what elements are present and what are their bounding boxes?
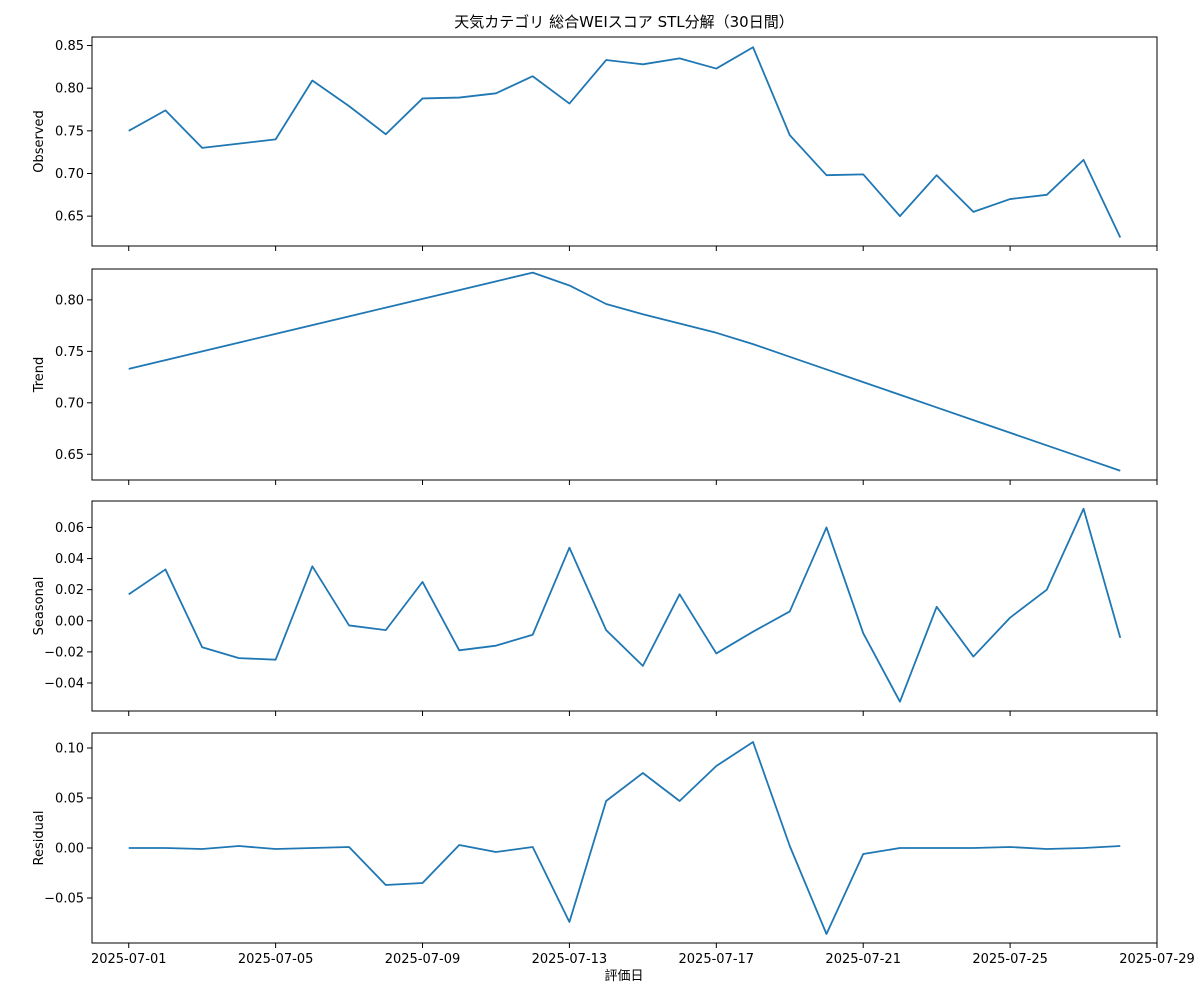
y-tick-label: 0.85 (55, 39, 84, 54)
panel-residual: −0.05 0.00 0.05 0.10 2025-07-01 2025-07-05 202… (32, 732, 1195, 967)
y-tick-label: 0.06 (55, 521, 84, 536)
x-tick-label: 2025-07-29 (1119, 952, 1195, 967)
x-tick-label: 2025-07-21 (825, 952, 901, 967)
series-line-trend (128, 271, 1121, 472)
x-tick-label: 2025-07-17 (679, 952, 755, 967)
x-axis-label: 評価日 (604, 969, 643, 984)
y-axis-label: Trend (32, 357, 47, 394)
y-tick-label: 0.10 (55, 742, 84, 757)
x-tick-label: 2025-07-09 (385, 952, 461, 967)
panel-trend: 0.65 0.70 0.75 0.80 Trend (32, 268, 1158, 485)
y-tick-label: 0.75 (55, 345, 84, 360)
chart-title: 天気カテゴリ 総合WEIスコア STL分解（30日間） (454, 13, 793, 31)
y-tick-label: −0.04 (44, 677, 84, 692)
series-line-residual (128, 741, 1121, 935)
series-line-observed (128, 46, 1122, 238)
y-tick-label: −0.02 (44, 645, 84, 660)
y-tick-label: 0.65 (55, 210, 84, 225)
axes-frame (91, 500, 1158, 712)
panel-seasonal: −0.04 −0.02 0.00 0.02 0.04 0.06 Seasonal (32, 500, 1158, 716)
y-tick-label: 0.70 (55, 396, 84, 411)
x-tick-label: 2025-07-01 (91, 952, 167, 967)
axes-frame (91, 36, 1158, 247)
panels-group: 0.65 0.70 0.75 0.80 0.85 Observed 0.65 0.70 0.75… (32, 36, 1195, 967)
panel-observed: 0.65 0.70 0.75 0.80 0.85 Observed (32, 36, 1158, 251)
x-tick-label: 2025-07-25 (972, 952, 1048, 967)
y-tick-label: 0.00 (55, 614, 84, 629)
y-axis-label: Observed (32, 110, 47, 173)
y-tick-label: 0.02 (55, 583, 84, 598)
y-tick-label: 0.04 (55, 552, 84, 567)
x-tick-label: 2025-07-13 (532, 952, 608, 967)
axes-frame (91, 268, 1158, 481)
x-tick-label: 2025-07-05 (238, 952, 314, 967)
series-line-seasonal (128, 507, 1122, 703)
y-axis-label: Seasonal (32, 577, 47, 636)
y-tick-label: 0.80 (55, 293, 84, 308)
y-axis-label: Residual (32, 811, 47, 866)
y-tick-label: 0.65 (55, 448, 84, 463)
y-tick-label: 0.00 (55, 842, 84, 857)
axes-frame (91, 732, 1158, 944)
y-tick-label: 0.70 (55, 167, 84, 182)
y-tick-label: 0.75 (55, 124, 84, 139)
y-tick-label: 0.80 (55, 82, 84, 97)
y-tick-label: 0.05 (55, 792, 84, 807)
y-tick-label: −0.05 (44, 892, 84, 907)
